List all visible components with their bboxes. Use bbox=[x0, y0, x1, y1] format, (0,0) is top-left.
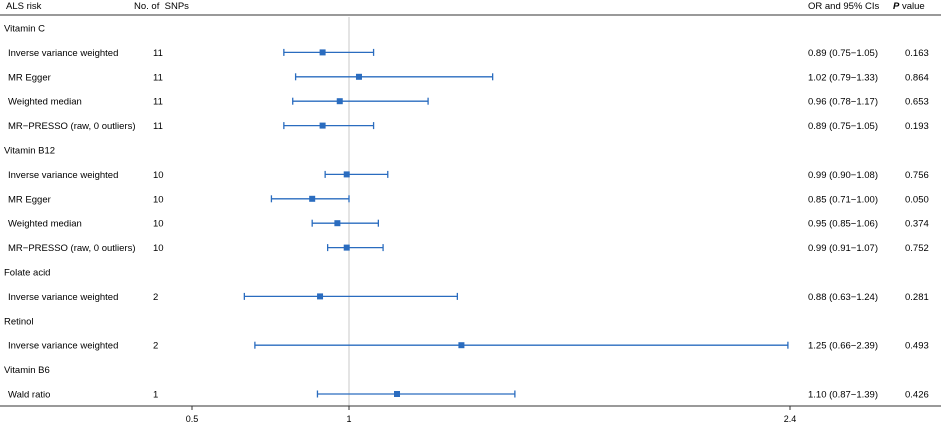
group-label: Vitamin B12 bbox=[4, 146, 55, 157]
or-ci-text: 1.02 (0.79−1.33) bbox=[808, 72, 878, 83]
p-value-text: 0.752 bbox=[905, 243, 929, 254]
or-point bbox=[319, 49, 326, 56]
p-value-text: 0.426 bbox=[905, 390, 929, 401]
method-row: Weighted median 10 0.95 (0.85−1.06) 0.374 bbox=[8, 219, 929, 230]
or-ci-text: 1.25 (0.66−2.39) bbox=[808, 341, 878, 352]
header-row: ALS risk No. of SNPs OR and 95% CIs P va… bbox=[6, 1, 925, 12]
method-label: Wald ratio bbox=[8, 390, 50, 401]
method-row: MR−PRESSO (raw, 0 outliers) 11 0.89 (0.75−… bbox=[8, 121, 929, 132]
snp-count: 1 bbox=[153, 390, 158, 401]
or-point bbox=[317, 293, 324, 300]
or-ci-text: 0.95 (0.85−1.06) bbox=[808, 219, 878, 230]
or-ci-text: 0.89 (0.75−1.05) bbox=[808, 48, 878, 59]
method-label: MR−PRESSO (raw, 0 outliers) bbox=[8, 243, 136, 254]
header-risk: ALS risk bbox=[6, 1, 42, 12]
or-ci-text: 0.88 (0.63−1.24) bbox=[808, 292, 878, 303]
snp-count: 2 bbox=[153, 292, 158, 303]
rows: Vitamin C Inverse variance weighted 11 0.89… bbox=[4, 24, 929, 401]
group-row: Vitamin B12 bbox=[4, 146, 55, 157]
p-value-text: 0.281 bbox=[905, 292, 929, 303]
or-ci-text: 0.89 (0.75−1.05) bbox=[808, 121, 878, 132]
or-point bbox=[343, 244, 350, 251]
method-row: Inverse variance weighted 2 0.88 (0.63−1.2… bbox=[8, 292, 929, 303]
x-tick-label: 0.5 bbox=[186, 414, 199, 424]
or-point bbox=[319, 122, 326, 129]
snp-count: 11 bbox=[153, 72, 163, 83]
method-label: MR Egger bbox=[8, 72, 51, 83]
or-point bbox=[458, 342, 465, 349]
group-label: Folate acid bbox=[4, 268, 50, 279]
p-value-text: 0.374 bbox=[905, 219, 929, 230]
method-label: Weighted median bbox=[8, 97, 82, 108]
method-label: MR−PRESSO (raw, 0 outliers) bbox=[8, 121, 136, 132]
method-label: MR Egger bbox=[8, 194, 51, 205]
or-ci-text: 0.99 (0.90−1.08) bbox=[808, 170, 878, 181]
snp-count: 10 bbox=[153, 194, 164, 205]
or-point bbox=[394, 391, 401, 397]
method-row: MR−PRESSO (raw, 0 outliers) 10 0.99 (0.91−… bbox=[8, 243, 929, 254]
method-label: Inverse variance weighted bbox=[8, 341, 118, 352]
or-point bbox=[355, 73, 362, 80]
group-label: Retinol bbox=[4, 316, 34, 327]
or-point bbox=[336, 98, 343, 105]
or-point bbox=[343, 171, 350, 178]
snp-count: 11 bbox=[153, 121, 163, 132]
method-row: Inverse variance weighted 10 0.99 (0.90−1.… bbox=[8, 170, 929, 181]
header-or-ci: OR and 95% CIs bbox=[808, 1, 880, 12]
or-ci-text: 0.99 (0.91−1.07) bbox=[808, 243, 878, 254]
snp-count: 11 bbox=[153, 48, 163, 59]
snp-count: 10 bbox=[153, 243, 164, 254]
p-value-text: 0.163 bbox=[905, 48, 929, 59]
group-row: Folate acid bbox=[4, 268, 50, 279]
or-ci-text: 1.10 (0.87−1.39) bbox=[808, 390, 878, 401]
p-value-text: 0.653 bbox=[905, 97, 929, 108]
x-tick-label: 1 bbox=[346, 414, 351, 424]
or-ci-text: 0.96 (0.78−1.17) bbox=[808, 97, 878, 108]
method-label: Inverse variance weighted bbox=[8, 170, 118, 181]
method-row: Wald ratio 1 1.10 (0.87−1.39) 0.426 bbox=[8, 390, 929, 401]
p-value-text: 0.050 bbox=[905, 194, 929, 205]
p-value-text: 0.756 bbox=[905, 170, 929, 181]
group-row: Retinol bbox=[4, 316, 34, 327]
header-p-letter: P bbox=[893, 1, 900, 12]
method-label: Inverse variance weighted bbox=[8, 292, 118, 303]
method-label: Inverse variance weighted bbox=[8, 48, 118, 59]
p-value-text: 0.864 bbox=[905, 72, 929, 83]
header-nsnps: No. of SNPs bbox=[134, 1, 189, 12]
snp-count: 10 bbox=[153, 219, 164, 230]
group-row: Vitamin B6 bbox=[4, 365, 50, 376]
method-label: Weighted median bbox=[8, 219, 82, 230]
or-point bbox=[334, 220, 341, 227]
method-row: Inverse variance weighted 2 1.25 (0.66−2.3… bbox=[8, 341, 929, 352]
p-value-text: 0.193 bbox=[905, 121, 929, 132]
snp-count: 2 bbox=[153, 341, 158, 352]
method-row: MR Egger 10 0.85 (0.71−1.00) 0.050 bbox=[8, 194, 929, 205]
group-row: Vitamin C bbox=[4, 24, 45, 35]
snp-count: 10 bbox=[153, 170, 164, 181]
or-ci-text: 0.85 (0.71−1.00) bbox=[808, 194, 878, 205]
method-row: Inverse variance weighted 11 0.89 (0.75−1.… bbox=[8, 48, 929, 59]
x-axis-ticks: 0.5 1 2.4 bbox=[186, 406, 797, 424]
header-p-value: P value bbox=[893, 1, 925, 12]
snp-count: 11 bbox=[153, 97, 163, 108]
group-label: Vitamin B6 bbox=[4, 365, 50, 376]
p-value-text: 0.493 bbox=[905, 341, 929, 352]
x-tick-label: 2.4 bbox=[784, 414, 797, 424]
or-point bbox=[309, 195, 316, 202]
method-row: Weighted median 11 0.96 (0.78−1.17) 0.653 bbox=[8, 97, 929, 108]
method-row: MR Egger 11 1.02 (0.79−1.33) 0.864 bbox=[8, 72, 929, 83]
group-label: Vitamin C bbox=[4, 24, 45, 35]
header-value-word: value bbox=[899, 1, 924, 12]
